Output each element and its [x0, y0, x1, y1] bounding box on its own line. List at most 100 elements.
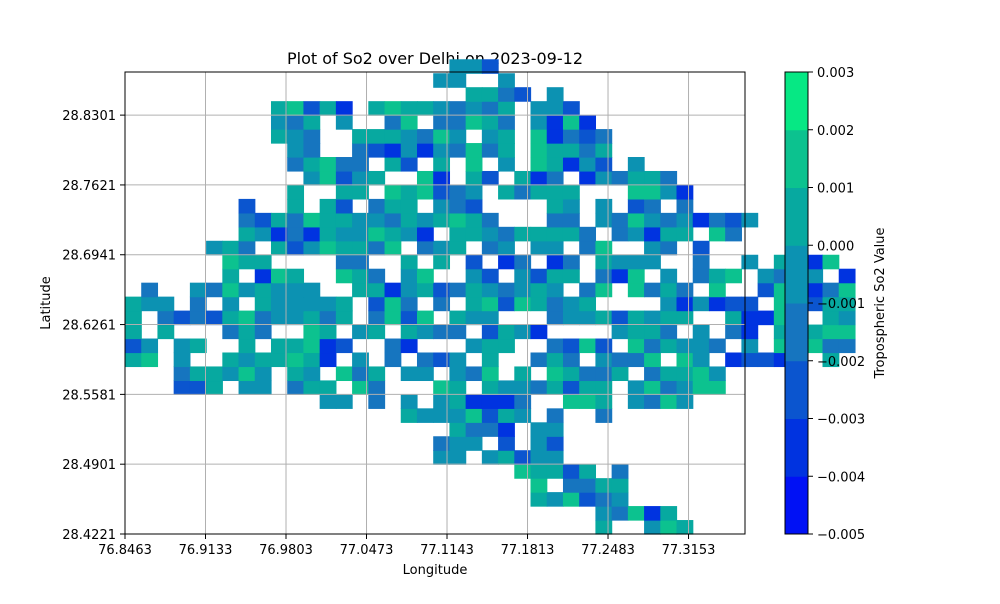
heatmap-cell: [514, 282, 532, 298]
heatmap-cell: [189, 366, 207, 382]
heatmap-cell: [546, 338, 564, 354]
heatmap-cell: [335, 226, 353, 242]
heatmap-cell: [206, 282, 223, 298]
heatmap-cell: [660, 380, 678, 395]
y-tick-label: 28.7621: [62, 179, 116, 194]
heatmap-cell: [384, 310, 402, 326]
heatmap-cell: [514, 366, 532, 382]
heatmap-cell: [595, 212, 613, 228]
heatmap-cell: [546, 115, 564, 130]
heatmap-cell: [579, 282, 597, 298]
heatmap-cell: [562, 129, 580, 144]
heatmap-cell: [514, 254, 532, 270]
heatmap-cell: [676, 352, 694, 368]
heatmap-cell: [465, 394, 483, 409]
x-tick-label: 77.0473: [340, 543, 394, 558]
heatmap-cell: [238, 254, 256, 270]
heatmap-cell: [611, 212, 629, 228]
heatmap-cell: [692, 324, 710, 340]
heatmap-cell: [579, 338, 597, 354]
heatmap-cell: [676, 338, 694, 354]
heatmap-cell: [822, 310, 840, 326]
heatmap-cell: [352, 170, 369, 186]
heatmap-cell: [335, 296, 353, 312]
heatmap-cell: [838, 310, 856, 326]
heatmap-cell: [400, 101, 418, 116]
heatmap-cell: [741, 324, 759, 340]
heatmap-cell: [757, 282, 775, 298]
heatmap-cell: [481, 129, 499, 144]
heatmap-cell: [254, 324, 272, 340]
heatmap-cell: [692, 254, 710, 270]
heatmap-cell: [595, 157, 613, 172]
heatmap-cell: [335, 366, 353, 382]
heatmap-cell: [222, 240, 240, 256]
heatmap-cell: [514, 324, 532, 340]
heatmap-cell: [465, 157, 483, 172]
heatmap-cell: [676, 282, 694, 298]
heatmap-cell: [222, 324, 240, 340]
x-axis-label: Longitude: [403, 563, 468, 578]
heatmap-cell: [579, 296, 597, 312]
heatmap-cell: [660, 366, 678, 382]
heatmap-cell: [644, 226, 661, 242]
heatmap-cell: [611, 310, 629, 326]
heatmap-cell: [400, 184, 418, 200]
heatmap-cell: [644, 198, 661, 214]
heatmap-cell: [368, 240, 386, 256]
heatmap-cell: [562, 352, 580, 368]
heatmap-cell: [806, 254, 824, 270]
heatmap-cell: [384, 352, 402, 368]
heatmap-cell: [287, 296, 305, 312]
heatmap-cell: [627, 338, 645, 354]
heatmap-cell: [822, 338, 840, 354]
heatmap-cell: [238, 282, 256, 298]
heatmap-cell: [465, 184, 483, 200]
heatmap-cell: [238, 366, 256, 382]
heatmap-cell: [660, 268, 678, 284]
heatmap-cell: [433, 296, 451, 312]
heatmap-cell: [514, 464, 532, 479]
heatmap-cell: [287, 143, 305, 158]
heatmap-cell: [368, 170, 386, 186]
heatmap-cell: [449, 310, 467, 326]
heatmap-cell: [498, 129, 515, 144]
heatmap-cell: [530, 226, 548, 242]
heatmap-cell: [627, 310, 645, 326]
heatmap-cell: [498, 87, 515, 102]
heatmap-cell: [465, 310, 483, 326]
heatmap-cell: [384, 198, 402, 214]
heatmap-cell: [384, 115, 402, 130]
heatmap-cell: [222, 296, 240, 312]
heatmap-cell: [384, 157, 402, 172]
heatmap-cell: [222, 352, 240, 368]
heatmap-cell: [125, 310, 142, 326]
heatmap-cell: [303, 282, 321, 298]
heatmap-cell: [319, 352, 337, 368]
heatmap-cell: [238, 324, 256, 340]
heatmap-cell: [514, 394, 532, 409]
heatmap-cell: [368, 268, 386, 284]
heatmap-cell: [644, 366, 661, 382]
heatmap-cell: [546, 143, 564, 158]
x-tick-label: 77.3153: [662, 543, 716, 558]
heatmap-cell: [254, 380, 272, 395]
heatmap-cell: [562, 478, 580, 493]
heatmap-cell: [741, 338, 759, 354]
heatmap-cell: [352, 254, 369, 270]
heatmap-cell: [562, 380, 580, 395]
heatmap-cell: [319, 310, 337, 326]
heatmap-cell: [449, 212, 467, 228]
heatmap-cell: [838, 338, 856, 354]
heatmap-cell: [400, 296, 418, 312]
heatmap-cell: [238, 380, 256, 395]
heatmap-cell: [270, 268, 288, 284]
heatmap-cell: [287, 184, 305, 200]
heatmap-cell: [254, 212, 272, 228]
heatmap-cell: [287, 352, 305, 368]
heatmap-cell: [530, 464, 548, 479]
heatmap-cell: [611, 226, 629, 242]
heatmap-cell: [579, 240, 597, 256]
heatmap-cell: [481, 282, 499, 298]
heatmap-cell: [546, 198, 564, 214]
